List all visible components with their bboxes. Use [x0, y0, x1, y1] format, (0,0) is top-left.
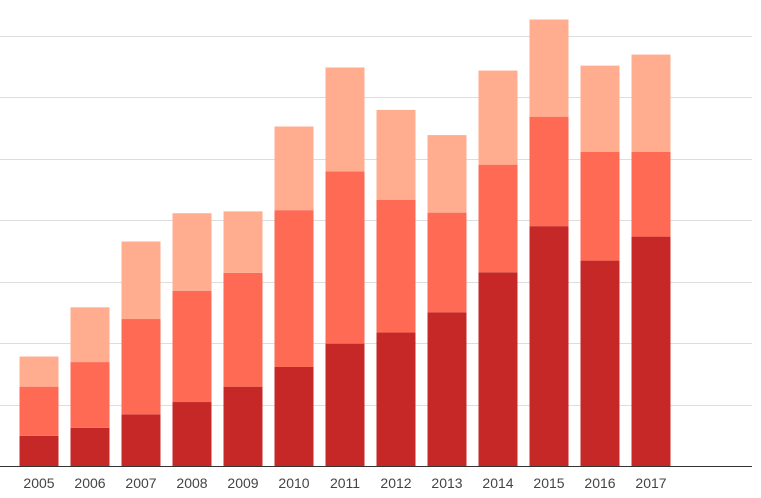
x-tick-label-2011: 2011	[330, 475, 360, 491]
bar-2011-segment-3	[325, 67, 365, 172]
bar-2012-segment-3	[376, 109, 416, 200]
bar-2012-segment-2	[376, 199, 416, 333]
x-tick-label-2014: 2014	[482, 475, 513, 491]
x-tick-label-2017: 2017	[635, 475, 666, 491]
bar-2006-segment-2	[70, 362, 110, 428]
bar-2013-segment-2	[427, 212, 467, 313]
bar-2006-segment-1	[70, 427, 110, 466]
bar-2011-segment-1	[325, 343, 365, 466]
bar-2016-segment-2	[580, 151, 620, 261]
x-tick-label-2015: 2015	[533, 475, 564, 491]
bar-2014-segment-1	[478, 272, 518, 466]
bar-2008-segment-2	[172, 290, 212, 403]
bar-2009-segment-1	[223, 386, 263, 466]
x-tick-label-2005: 2005	[23, 475, 54, 491]
bar-2010-segment-1	[274, 366, 314, 466]
x-tick-label-2010: 2010	[278, 475, 309, 491]
x-tick-label-2006: 2006	[74, 475, 105, 491]
bar-2008-segment-3	[172, 213, 212, 291]
bars	[19, 19, 671, 466]
bar-2010-segment-3	[274, 126, 314, 211]
bar-2009-segment-3	[223, 211, 263, 273]
bar-2005-segment-2	[19, 386, 59, 436]
bar-2017-segment-3	[631, 54, 671, 152]
bar-2006-segment-3	[70, 307, 110, 363]
bar-2012-segment-1	[376, 332, 416, 466]
bar-2017-segment-1	[631, 236, 671, 466]
bar-2013-segment-3	[427, 135, 467, 213]
x-tick-label-2009: 2009	[227, 475, 258, 491]
bar-2015-segment-3	[529, 19, 569, 117]
bar-2015-segment-2	[529, 116, 569, 227]
bar-2016-segment-1	[580, 260, 620, 466]
bar-2015-segment-1	[529, 226, 569, 466]
bar-2007-segment-1	[121, 414, 161, 466]
x-tick-label-2007: 2007	[125, 475, 156, 491]
bar-2016-segment-3	[580, 65, 620, 152]
bar-2010-segment-2	[274, 210, 314, 367]
bar-2005-segment-3	[19, 356, 59, 387]
bar-2007-segment-3	[121, 241, 161, 320]
bar-2017-segment-2	[631, 151, 671, 237]
bar-2011-segment-2	[325, 171, 365, 344]
x-tick-label-2008: 2008	[176, 475, 207, 491]
bar-2014-segment-2	[478, 164, 518, 273]
bar-2007-segment-2	[121, 319, 161, 415]
bar-2005-segment-1	[19, 435, 59, 466]
bar-2008-segment-1	[172, 402, 212, 466]
x-tick-label-2013: 2013	[431, 475, 462, 491]
x-axis-tick-labels: 2005 2006 2007 2008 2009 2010 2011 2012 2013 2014…	[23, 475, 666, 491]
bar-2014-segment-3	[478, 70, 518, 165]
x-tick-label-2016: 2016	[584, 475, 615, 491]
bar-2013-segment-1	[427, 312, 467, 466]
x-tick-label-2012: 2012	[380, 475, 411, 491]
bar-2009-segment-2	[223, 272, 263, 387]
